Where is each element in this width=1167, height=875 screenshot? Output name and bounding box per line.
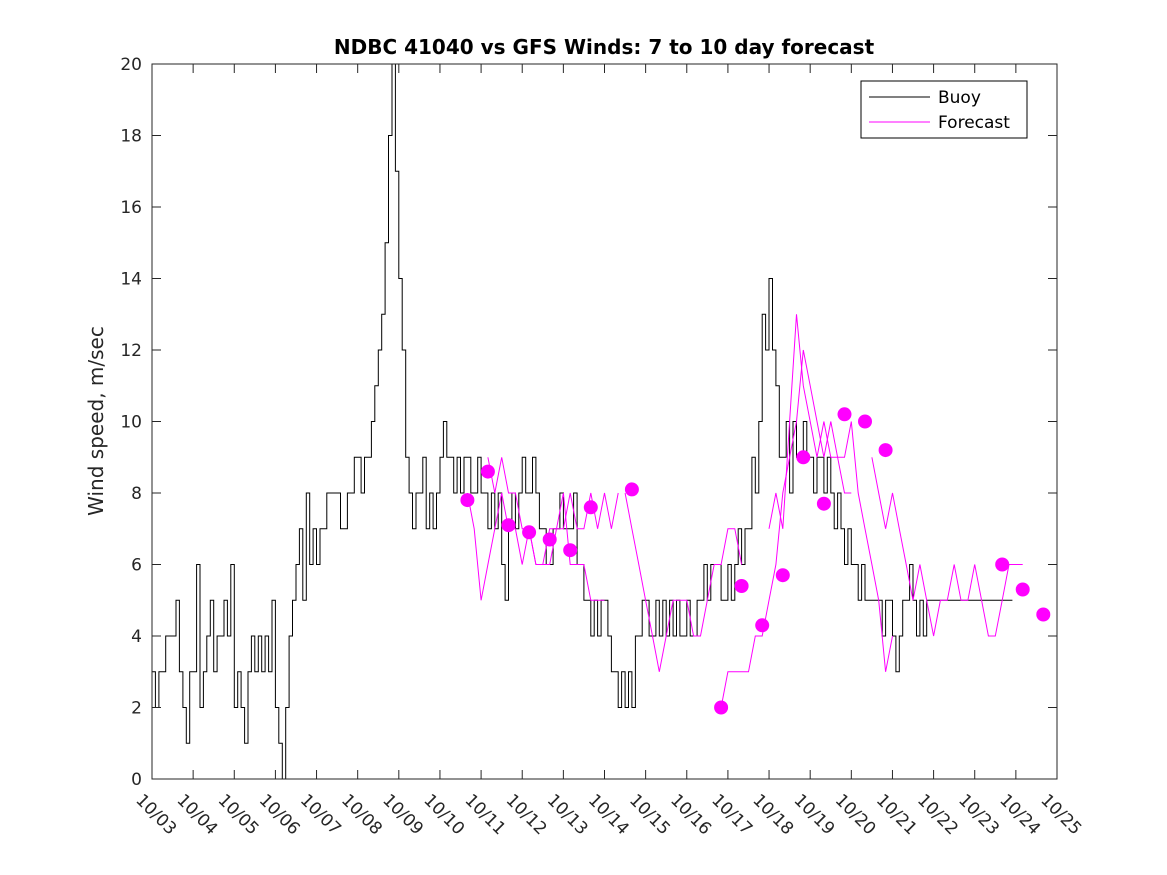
forecast-marker xyxy=(1036,607,1051,622)
forecast-marker xyxy=(837,407,852,422)
y-tick-label: 4 xyxy=(131,627,142,647)
forecast-marker xyxy=(542,532,557,547)
y-tick-label: 18 xyxy=(120,127,142,147)
forecast-series-line-3 xyxy=(624,492,743,672)
y-tick-label: 20 xyxy=(120,55,142,75)
y-tick-label: 10 xyxy=(120,413,142,433)
y-axis-label: Wind speed, m/sec xyxy=(84,326,108,516)
y-tick-label: 12 xyxy=(120,341,142,361)
y-tick-label: 2 xyxy=(131,699,142,719)
forecast-series-line-2 xyxy=(487,457,619,565)
y-tick-label: 6 xyxy=(131,556,142,576)
forecast-marker xyxy=(775,568,790,583)
forecast-marker xyxy=(714,700,729,715)
forecast-marker xyxy=(624,482,639,497)
forecast-marker xyxy=(995,557,1010,572)
forecast-series-line-6 xyxy=(871,457,1023,637)
forecast-marker xyxy=(878,443,893,458)
y-tick-label: 14 xyxy=(120,270,142,290)
forecast-series-line-5 xyxy=(768,314,893,672)
y-tick-label: 0 xyxy=(131,770,142,790)
plot-area xyxy=(151,63,1058,780)
forecast-marker xyxy=(563,543,578,558)
forecast-marker xyxy=(522,525,537,540)
forecast-marker xyxy=(583,500,598,515)
forecast-marker xyxy=(460,493,475,508)
legend-label-forecast: Forecast xyxy=(938,113,1010,133)
forecast-marker xyxy=(480,464,495,479)
forecast-marker xyxy=(796,450,811,465)
y-tick-label: 8 xyxy=(131,484,142,504)
forecast-marker xyxy=(501,518,516,533)
legend: Buoy Forecast xyxy=(860,80,1028,139)
y-tick-label: 16 xyxy=(120,198,142,218)
forecast-marker xyxy=(734,579,749,593)
legend-box xyxy=(860,80,1028,139)
axes-background xyxy=(152,64,1057,779)
chart-title: NDBC 41040 vs GFS Winds: 7 to 10 day for… xyxy=(334,35,875,59)
y-axis-ticks: 0 2 4 6 8 10 12 14 16 18 20 xyxy=(120,55,1057,790)
forecast-marker xyxy=(1015,582,1030,597)
forecast-marker xyxy=(755,618,770,633)
forecast-marker xyxy=(858,414,872,429)
forecast-marker xyxy=(816,496,831,511)
legend-label-buoy: Buoy xyxy=(938,88,981,108)
